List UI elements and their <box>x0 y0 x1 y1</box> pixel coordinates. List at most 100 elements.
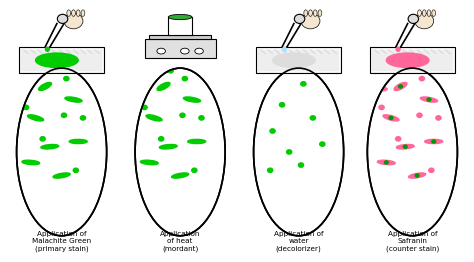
Ellipse shape <box>377 160 395 165</box>
Ellipse shape <box>27 115 44 121</box>
Ellipse shape <box>53 173 70 178</box>
Ellipse shape <box>432 10 436 17</box>
Ellipse shape <box>62 113 66 117</box>
Ellipse shape <box>294 14 305 24</box>
Ellipse shape <box>22 160 40 165</box>
Ellipse shape <box>199 116 204 120</box>
Ellipse shape <box>301 13 320 29</box>
Ellipse shape <box>80 64 91 73</box>
Bar <box>256 47 341 73</box>
Text: Application
of heat
(mordant): Application of heat (mordant) <box>160 231 201 252</box>
Ellipse shape <box>64 13 83 29</box>
Ellipse shape <box>432 140 436 143</box>
Ellipse shape <box>419 77 425 81</box>
Ellipse shape <box>149 71 155 75</box>
Ellipse shape <box>17 68 107 236</box>
Ellipse shape <box>417 113 422 117</box>
Ellipse shape <box>198 64 210 73</box>
Ellipse shape <box>30 71 36 75</box>
Ellipse shape <box>195 48 203 54</box>
Ellipse shape <box>304 10 308 17</box>
Ellipse shape <box>436 116 441 120</box>
Text: Application of
Malachite Green
(primary stain): Application of Malachite Green (primary … <box>32 231 91 252</box>
Ellipse shape <box>168 14 192 20</box>
Ellipse shape <box>182 77 188 81</box>
Bar <box>372 50 453 71</box>
Ellipse shape <box>265 77 270 81</box>
Ellipse shape <box>282 63 287 68</box>
Ellipse shape <box>180 113 185 117</box>
Ellipse shape <box>23 105 28 110</box>
Ellipse shape <box>286 150 292 154</box>
Ellipse shape <box>427 10 431 17</box>
Ellipse shape <box>140 160 158 165</box>
Ellipse shape <box>157 48 165 54</box>
Ellipse shape <box>36 53 78 68</box>
Ellipse shape <box>399 85 402 88</box>
Ellipse shape <box>428 168 434 172</box>
Ellipse shape <box>41 144 59 149</box>
Ellipse shape <box>396 47 400 51</box>
Ellipse shape <box>46 47 49 51</box>
Ellipse shape <box>409 173 426 178</box>
Ellipse shape <box>301 82 306 86</box>
Ellipse shape <box>14 87 32 91</box>
Ellipse shape <box>146 115 162 121</box>
Ellipse shape <box>57 14 68 24</box>
Ellipse shape <box>389 116 393 119</box>
Ellipse shape <box>181 48 189 54</box>
Ellipse shape <box>76 10 80 17</box>
Ellipse shape <box>422 10 426 17</box>
Ellipse shape <box>408 14 419 24</box>
Ellipse shape <box>420 97 438 102</box>
Ellipse shape <box>418 10 421 17</box>
Ellipse shape <box>319 142 325 146</box>
Bar <box>370 47 455 73</box>
Bar <box>19 47 104 73</box>
Ellipse shape <box>427 98 431 101</box>
Bar <box>21 50 102 71</box>
Text: Application of
Safranin
(counter stain): Application of Safranin (counter stain) <box>386 231 439 252</box>
Ellipse shape <box>132 87 150 91</box>
Ellipse shape <box>267 168 273 172</box>
Ellipse shape <box>309 10 312 17</box>
Bar <box>145 39 216 58</box>
Ellipse shape <box>80 116 85 120</box>
Ellipse shape <box>396 144 414 149</box>
Ellipse shape <box>435 64 447 73</box>
Ellipse shape <box>40 137 45 141</box>
Ellipse shape <box>279 103 284 107</box>
Ellipse shape <box>379 105 384 110</box>
Ellipse shape <box>142 105 147 110</box>
Ellipse shape <box>386 71 391 75</box>
Ellipse shape <box>73 168 78 172</box>
Ellipse shape <box>270 129 275 133</box>
Bar <box>168 17 192 35</box>
Ellipse shape <box>318 10 322 17</box>
Ellipse shape <box>313 10 317 17</box>
Ellipse shape <box>159 144 177 149</box>
Ellipse shape <box>403 145 407 148</box>
Ellipse shape <box>81 10 85 17</box>
Ellipse shape <box>72 10 75 17</box>
Ellipse shape <box>310 116 316 120</box>
Ellipse shape <box>188 139 206 144</box>
Ellipse shape <box>38 83 52 90</box>
Ellipse shape <box>67 10 71 17</box>
Bar <box>149 35 211 39</box>
Ellipse shape <box>168 69 173 73</box>
Ellipse shape <box>135 68 225 236</box>
Ellipse shape <box>415 13 434 29</box>
Ellipse shape <box>367 68 457 236</box>
Ellipse shape <box>273 53 315 68</box>
Ellipse shape <box>157 83 170 90</box>
Ellipse shape <box>405 69 410 73</box>
Ellipse shape <box>183 97 201 102</box>
Ellipse shape <box>299 163 304 167</box>
Ellipse shape <box>439 67 443 70</box>
Ellipse shape <box>254 68 344 236</box>
Ellipse shape <box>394 83 407 90</box>
Ellipse shape <box>64 77 69 81</box>
Ellipse shape <box>384 161 388 164</box>
Ellipse shape <box>376 88 380 91</box>
